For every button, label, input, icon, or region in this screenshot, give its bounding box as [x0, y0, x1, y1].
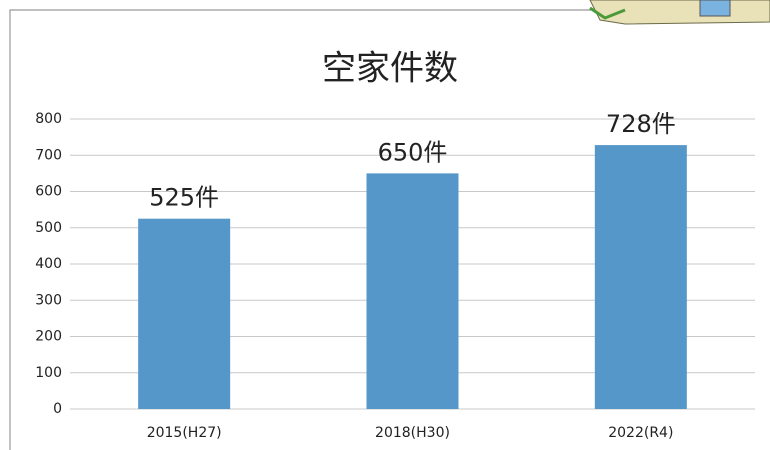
y-tick-label: 300	[35, 292, 62, 308]
x-tick-label: 2018(H30)	[375, 425, 450, 441]
y-tick-label: 700	[35, 147, 62, 163]
y-tick-label: 600	[35, 184, 62, 200]
chart-title: 空家件数	[322, 49, 458, 89]
x-tick-label: 2015(H27)	[147, 425, 222, 441]
value-label: 650件	[378, 138, 448, 166]
y-tick-label: 200	[35, 329, 62, 345]
y-tick-label: 0	[53, 401, 62, 417]
bar	[138, 219, 230, 409]
y-tick-label: 800	[35, 111, 62, 127]
value-label: 728件	[606, 110, 676, 138]
y-tick-label: 500	[35, 220, 62, 236]
y-tick-label: 400	[35, 256, 62, 272]
bar	[367, 173, 459, 409]
house-illustration	[590, 0, 770, 24]
x-tick-label: 2022(R4)	[608, 425, 673, 441]
y-tick-label: 100	[35, 365, 62, 381]
chart: 空家件数 0 100 200 300 400 500 600 700 800 2015(H27) 5…	[0, 0, 770, 450]
bar	[595, 145, 687, 409]
value-label: 525件	[149, 184, 219, 212]
